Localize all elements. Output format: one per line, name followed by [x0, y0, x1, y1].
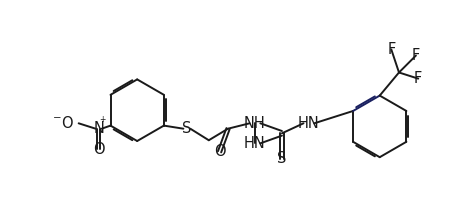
Text: F: F	[414, 71, 422, 86]
Text: $^{+}$: $^{+}$	[99, 115, 106, 125]
Text: N: N	[93, 121, 104, 136]
Text: F: F	[387, 42, 396, 57]
Text: NH: NH	[244, 116, 266, 131]
Text: HN: HN	[298, 116, 320, 131]
Text: $^{-}$O: $^{-}$O	[52, 115, 74, 131]
Text: S: S	[277, 151, 287, 166]
Text: S: S	[182, 121, 191, 136]
Text: F: F	[412, 48, 420, 63]
Text: O: O	[93, 142, 104, 157]
Text: HN: HN	[244, 136, 266, 151]
Text: O: O	[214, 144, 226, 159]
